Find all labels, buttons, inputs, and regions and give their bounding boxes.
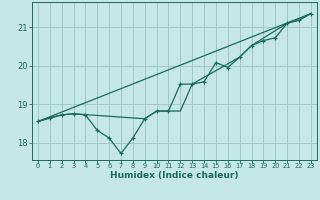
X-axis label: Humidex (Indice chaleur): Humidex (Indice chaleur) <box>110 171 239 180</box>
